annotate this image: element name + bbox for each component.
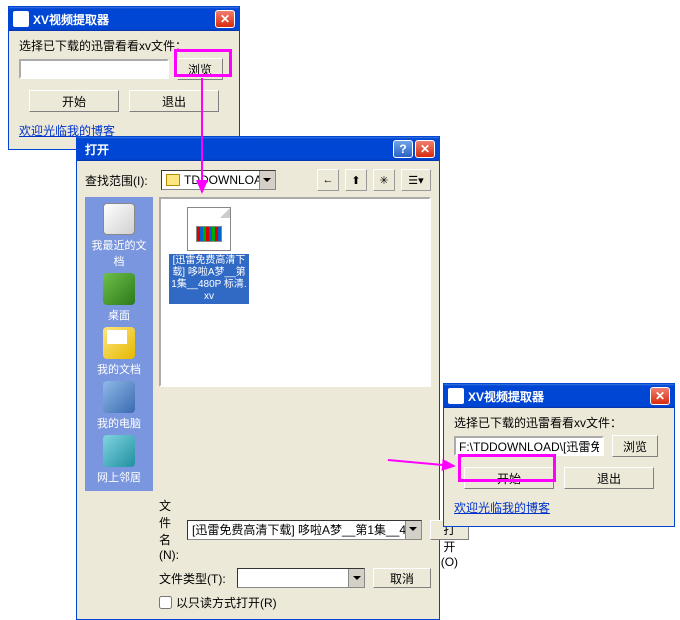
open-dialog: 打开 ? ✕ 查找范围(I): TDDOWNLOAD ← ⬆ ✳ ☰▾ 我最近的… [76, 136, 440, 620]
start-button[interactable]: 开始 [29, 90, 119, 112]
button-row: 开始 退出 [19, 90, 229, 112]
app-icon [13, 11, 29, 27]
close-icon[interactable]: ✕ [415, 140, 435, 158]
lookin-value: TDDOWNLOAD [184, 173, 271, 187]
lookin-row: 查找范围(I): TDDOWNLOAD ← ⬆ ✳ ☰▾ [85, 169, 431, 191]
sidebar-item-network[interactable]: 网上邻居 [87, 435, 151, 485]
chevron-down-icon[interactable] [405, 521, 421, 539]
sidebar-item-recent[interactable]: 我最近的文档 [87, 203, 151, 269]
app-icon [448, 388, 464, 404]
recent-icon [103, 203, 135, 235]
network-icon [103, 435, 135, 467]
lookin-combo[interactable]: TDDOWNLOAD [161, 170, 276, 190]
views-icon[interactable]: ☰▾ [401, 169, 431, 191]
chevron-down-icon[interactable] [259, 171, 275, 189]
places-sidebar: 我最近的文档 桌面 我的文档 我的电脑 网上邻居 [85, 197, 153, 491]
file-pane[interactable]: [迅雷免费高清下载] 哆啦A梦__第1集__480P 标清.xv [159, 197, 431, 387]
browse-button[interactable]: 浏览 [612, 435, 658, 457]
sidebar-item-mydocs[interactable]: 我的文档 [87, 327, 151, 377]
extractor-window-2: XV视频提取器 ✕ 选择已下载的迅雷看看xv文件： 浏览 开始 退出 欢迎光临我… [443, 383, 675, 527]
blog-link[interactable]: 欢迎光临我的博客 [454, 499, 550, 516]
filename-combo[interactable]: [迅雷免费高清下载] 哆啦A梦__第1集__48( [187, 520, 422, 540]
exit-button[interactable]: 退出 [564, 467, 654, 489]
exit-button[interactable]: 退出 [129, 90, 219, 112]
path-field: 浏览 [454, 435, 664, 457]
sidebar-item-mycomputer[interactable]: 我的电脑 [87, 381, 151, 431]
sidebar-item-label: 我最近的文档 [92, 240, 147, 268]
help-icon[interactable]: ? [393, 140, 413, 158]
filename-row: 文件名(N): [迅雷免费高清下载] 哆啦A梦__第1集__48( 打开(O) [159, 497, 431, 562]
sidebar-item-label: 我的文档 [97, 364, 141, 376]
file-name: [迅雷免费高清下载] 哆啦A梦__第1集__480P 标清.xv [169, 254, 249, 304]
path-field: 浏览 [19, 58, 229, 80]
titlebar[interactable]: XV视频提取器 ✕ [444, 384, 674, 408]
filename-label: 文件名(N): [159, 497, 179, 562]
close-icon[interactable]: ✕ [215, 10, 235, 28]
desktop-icon [103, 273, 135, 305]
instruction-label: 选择已下载的迅雷看看xv文件： [19, 37, 229, 54]
path-input[interactable] [19, 59, 169, 79]
panel: 选择已下载的迅雷看看xv文件： 浏览 开始 退出 欢迎光临我的博客 [9, 31, 239, 149]
readonly-checkbox[interactable] [159, 596, 172, 609]
documents-icon [103, 327, 135, 359]
lookin-label: 查找范围(I): [85, 172, 155, 189]
filetype-combo[interactable] [237, 568, 365, 588]
open-body: 查找范围(I): TDDOWNLOAD ← ⬆ ✳ ☰▾ 我最近的文档 桌面 我… [77, 161, 439, 619]
computer-icon [103, 381, 135, 413]
window-title: XV视频提取器 [33, 11, 213, 28]
open-main: 我最近的文档 桌面 我的文档 我的电脑 网上邻居 [迅雷免费高清下载] 哆啦A梦… [85, 197, 431, 491]
filetype-label: 文件类型(T): [159, 570, 229, 587]
filetype-row: 文件类型(T): 取消 [159, 568, 431, 588]
titlebar[interactable]: XV视频提取器 ✕ [9, 7, 239, 31]
panel: 选择已下载的迅雷看看xv文件： 浏览 开始 退出 欢迎光临我的博客 [444, 408, 674, 526]
readonly-row: 以只读方式打开(R) [159, 594, 431, 611]
filename-value: [迅雷免费高清下载] 哆啦A梦__第1集__48( [192, 521, 417, 538]
readonly-label: 以只读方式打开(R) [176, 594, 277, 611]
close-icon[interactable]: ✕ [650, 387, 670, 405]
sidebar-item-label: 网上邻居 [97, 472, 141, 484]
path-input[interactable] [454, 436, 604, 456]
up-icon[interactable]: ⬆ [345, 169, 367, 191]
open-bottom: 文件名(N): [迅雷免费高清下载] 哆啦A梦__第1集__48( 打开(O) … [159, 497, 431, 611]
sidebar-item-desktop[interactable]: 桌面 [87, 273, 151, 323]
titlebar[interactable]: 打开 ? ✕ [77, 137, 439, 161]
sidebar-item-label: 桌面 [108, 310, 130, 322]
button-row: 开始 退出 [454, 467, 664, 489]
start-button[interactable]: 开始 [464, 467, 554, 489]
browse-button[interactable]: 浏览 [177, 58, 223, 80]
sidebar-item-label: 我的电脑 [97, 418, 141, 430]
back-icon[interactable]: ← [317, 169, 339, 191]
file-item[interactable]: [迅雷免费高清下载] 哆啦A梦__第1集__480P 标清.xv [169, 207, 249, 304]
chevron-down-icon[interactable] [348, 569, 364, 587]
open-title: 打开 [85, 141, 391, 158]
file-icon [187, 207, 231, 251]
folder-icon [166, 174, 180, 186]
new-folder-icon[interactable]: ✳ [373, 169, 395, 191]
cancel-button[interactable]: 取消 [373, 568, 431, 588]
window-title: XV视频提取器 [468, 388, 648, 405]
instruction-label: 选择已下载的迅雷看看xv文件： [454, 414, 664, 431]
extractor-window-1: XV视频提取器 ✕ 选择已下载的迅雷看看xv文件： 浏览 开始 退出 欢迎光临我… [8, 6, 240, 150]
